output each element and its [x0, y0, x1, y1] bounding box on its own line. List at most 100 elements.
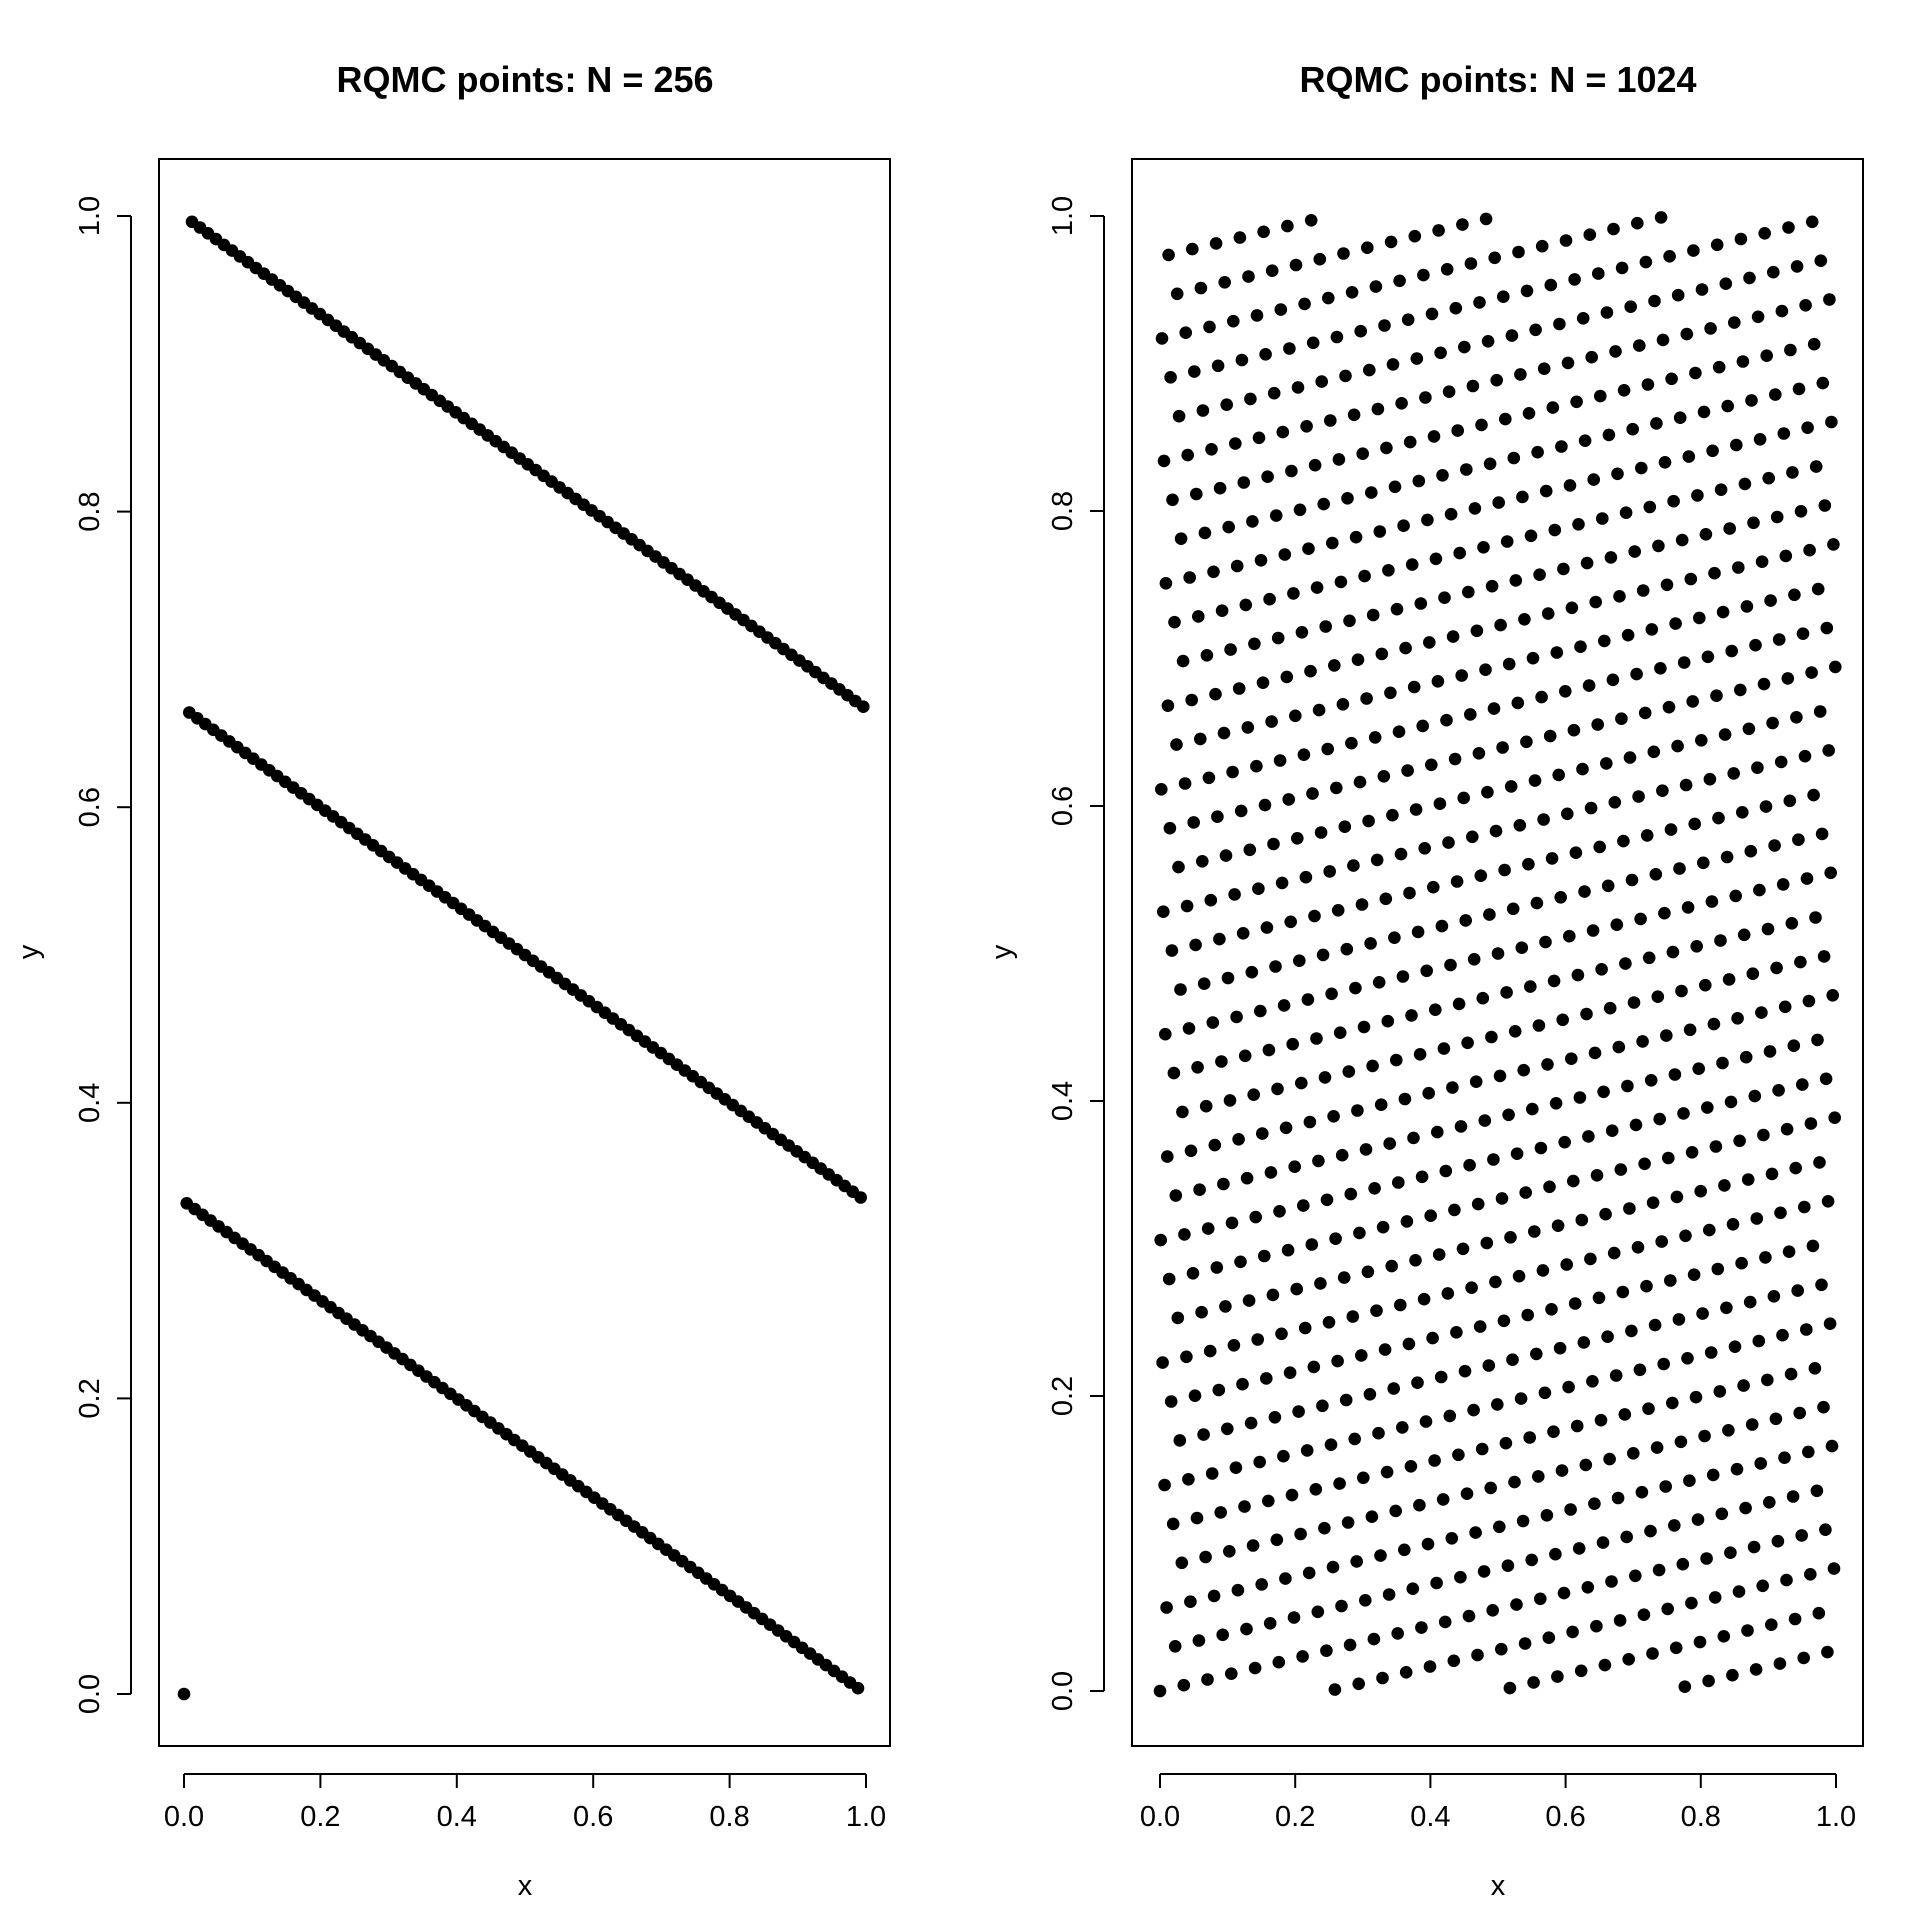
data-point: [1615, 261, 1629, 275]
data-point: [1401, 313, 1415, 327]
data-point: [1794, 955, 1807, 969]
data-point: [1610, 918, 1624, 931]
data-point: [1215, 604, 1229, 617]
data-point: [1471, 1197, 1485, 1211]
data-point: [1281, 1243, 1295, 1257]
data-point: [1739, 1050, 1753, 1064]
data-point: [1211, 359, 1225, 373]
data-point: [1806, 1239, 1820, 1253]
data-point: [1677, 656, 1691, 669]
data-point: [1326, 536, 1339, 550]
data-point: [1485, 1030, 1498, 1044]
data-point: [1276, 425, 1290, 439]
data-point: [1432, 224, 1445, 237]
data-point: [1456, 218, 1469, 231]
data-point: [1441, 1287, 1455, 1300]
data-point: [1767, 1290, 1781, 1303]
data-point: [1791, 1284, 1804, 1297]
data-point: [1205, 1467, 1219, 1480]
data-point: [1388, 931, 1401, 944]
data-point: [1177, 1678, 1191, 1692]
data-point: [1418, 842, 1431, 855]
data-point: [1473, 1320, 1487, 1333]
x-tick-label: 0.4: [437, 1801, 477, 1833]
data-point: [1342, 1065, 1356, 1078]
data-point: [1664, 823, 1678, 836]
data-point: [1308, 909, 1321, 923]
data-point: [1691, 1513, 1705, 1526]
data-point: [1699, 528, 1713, 541]
data-point: [1181, 448, 1194, 462]
data-point: [1345, 736, 1358, 750]
data-point: [1547, 974, 1561, 988]
data-point: [1205, 443, 1218, 456]
data-point: [1520, 735, 1533, 749]
data-point: [1778, 1000, 1792, 1014]
data-point: [1487, 1153, 1500, 1166]
data-point: [1168, 1640, 1182, 1653]
data-point: [1548, 523, 1562, 537]
data-point: [1674, 1435, 1688, 1449]
data-point: [857, 700, 870, 713]
data-point: [1236, 927, 1250, 940]
data-point: [1203, 320, 1216, 334]
data-point: [1386, 358, 1400, 371]
data-point: [1304, 214, 1318, 227]
data-point: [1353, 1226, 1366, 1240]
data-point: [1364, 937, 1377, 950]
data-point: [1642, 951, 1656, 965]
data-point: [1365, 1510, 1379, 1523]
data-point: [1578, 434, 1592, 448]
data-point: [1265, 264, 1279, 278]
data-point: [1612, 1040, 1626, 1054]
data-point: [1761, 1373, 1774, 1387]
data-point: [1281, 219, 1294, 233]
data-point: [1166, 493, 1179, 507]
data-point: [1768, 839, 1781, 852]
data-point: [1402, 1337, 1416, 1351]
data-point: [1285, 1488, 1299, 1502]
data-point: [1314, 1277, 1327, 1290]
data-point: [1542, 1631, 1556, 1644]
data-point: [1278, 548, 1292, 561]
data-point: [1194, 281, 1208, 295]
data-point: [1718, 728, 1732, 741]
data-point: [1770, 961, 1783, 975]
data-point: [1714, 483, 1728, 497]
data-point: [1652, 539, 1665, 553]
data-point: [1561, 356, 1575, 370]
data-point: [1514, 368, 1527, 381]
data-point: [1217, 1177, 1230, 1191]
data-point: [1407, 1131, 1420, 1145]
data-point: [1789, 1161, 1802, 1175]
data-point: [1699, 978, 1712, 992]
data-point: [1751, 310, 1765, 324]
data-point: [1271, 1082, 1284, 1096]
data-point: [1557, 562, 1570, 576]
data-point: [1314, 826, 1328, 839]
data-point: [1558, 1135, 1571, 1149]
data-point: [1176, 1105, 1189, 1119]
data-point: [1507, 451, 1521, 465]
data-point: [1539, 484, 1553, 498]
data-point: [1211, 810, 1224, 823]
data-point: [1341, 492, 1354, 505]
data-point: [1522, 857, 1535, 871]
data-point: [1277, 1449, 1290, 1463]
data-point: [1712, 811, 1725, 825]
data-point: [1398, 1543, 1411, 1557]
data-point: [1378, 319, 1391, 332]
scatter-panel-n256: RQMC points: N = 256 x y 0.0 0.2 0.4 0.6 0.8…: [13, 59, 891, 1902]
data-point: [1766, 716, 1779, 730]
data-point: [1292, 1405, 1305, 1418]
data-point: [1361, 1265, 1375, 1279]
data-point: [1207, 1589, 1221, 1603]
data-point: [1778, 1451, 1791, 1464]
data-point: [1621, 628, 1635, 642]
data-point: [1786, 466, 1799, 479]
data-point: [1340, 942, 1354, 956]
data-point: [1219, 849, 1233, 862]
data-point: [1467, 1403, 1480, 1417]
data-point: [1675, 984, 1688, 998]
